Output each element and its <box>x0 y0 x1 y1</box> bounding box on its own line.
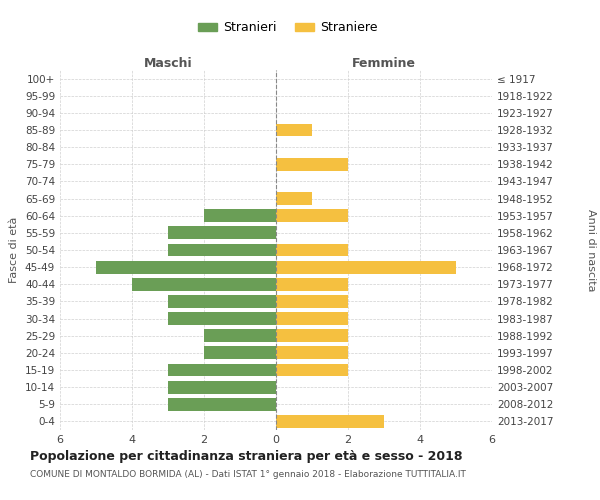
Bar <box>276 158 348 170</box>
Bar <box>168 226 276 239</box>
Bar <box>204 210 276 222</box>
Bar <box>168 312 276 325</box>
Bar <box>276 244 348 256</box>
Bar <box>132 278 276 290</box>
Bar <box>276 260 456 274</box>
Bar <box>168 364 276 376</box>
Bar <box>168 295 276 308</box>
Text: Anni di nascita: Anni di nascita <box>586 209 596 291</box>
Bar <box>204 346 276 360</box>
Bar <box>204 330 276 342</box>
Legend: Stranieri, Straniere: Stranieri, Straniere <box>193 16 383 40</box>
Bar <box>276 124 312 136</box>
Text: COMUNE DI MONTALDO BORMIDA (AL) - Dati ISTAT 1° gennaio 2018 - Elaborazione TUTT: COMUNE DI MONTALDO BORMIDA (AL) - Dati I… <box>30 470 466 479</box>
Bar <box>276 312 348 325</box>
Bar <box>276 330 348 342</box>
Bar <box>276 210 348 222</box>
Bar <box>276 192 312 205</box>
Text: Femmine: Femmine <box>352 57 416 70</box>
Bar <box>276 346 348 360</box>
Bar <box>276 295 348 308</box>
Bar <box>276 278 348 290</box>
Bar <box>168 398 276 410</box>
Bar <box>96 260 276 274</box>
Bar <box>276 415 384 428</box>
Y-axis label: Fasce di età: Fasce di età <box>10 217 19 283</box>
Text: Maschi: Maschi <box>143 57 193 70</box>
Bar <box>168 380 276 394</box>
Bar <box>168 244 276 256</box>
Bar <box>276 364 348 376</box>
Text: Popolazione per cittadinanza straniera per età e sesso - 2018: Popolazione per cittadinanza straniera p… <box>30 450 463 463</box>
